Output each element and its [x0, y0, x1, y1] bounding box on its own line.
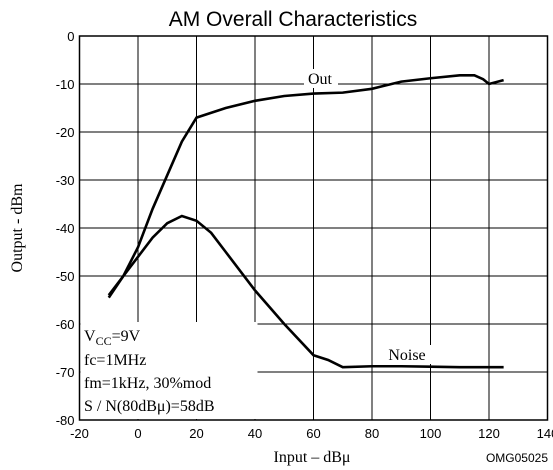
plot-frame: [78, 35, 549, 421]
figure-code: OMG05025: [486, 451, 548, 465]
x-tick-label: 120: [478, 426, 500, 441]
condition-line: fc=1MHz: [84, 352, 146, 369]
condition-line: fm=1kHz, 30%mod: [84, 375, 211, 392]
x-tick-label: 20: [189, 426, 203, 441]
y-tick-label: -10: [56, 77, 75, 92]
series-label: Out: [308, 71, 333, 88]
condition-line: S / N(80dBμ)=58dB: [84, 398, 215, 415]
y-tick-label: -70: [56, 365, 75, 380]
x-tick-label: 80: [365, 426, 379, 441]
label-bg: [391, 345, 441, 364]
y-tick-label: -20: [56, 125, 75, 140]
series-label: Noise: [388, 347, 425, 364]
x-tick-label: 60: [306, 426, 320, 441]
conditions-box: [80, 322, 258, 419]
y-axis-label: Output - dBm: [9, 183, 26, 272]
x-tick-label: 0: [134, 426, 141, 441]
y-tick-label: -80: [56, 413, 75, 428]
y-tick-label: -30: [56, 173, 75, 188]
y-tick-label: -60: [56, 317, 75, 332]
x-tick-label: 40: [248, 426, 262, 441]
conditions: VCC=9V fc=1MHz fm=1kHz, 30%mod S / N(80dBμ…: [84, 328, 215, 415]
y-tick-label: -50: [56, 269, 75, 284]
chart-title: AM Overall Characteristics: [169, 8, 418, 31]
condition-vcc: VCC=9V: [84, 328, 141, 348]
series-line: [107, 74, 504, 299]
x-axis-label: Input – dBμ: [273, 449, 350, 466]
x-tick-label: 140: [537, 426, 553, 441]
y-tick-label: -40: [56, 221, 75, 236]
x-tick-label: -20: [70, 426, 89, 441]
x-tick-label: 100: [420, 426, 442, 441]
y-tick-label: 0: [67, 29, 74, 44]
series-line: [107, 214, 504, 369]
label-bg: [304, 69, 338, 88]
